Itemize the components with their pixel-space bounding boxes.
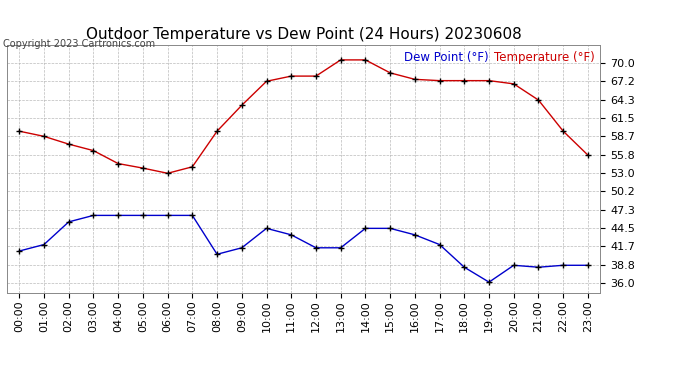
Legend: Dew Point (°F), Temperature (°F): Dew Point (°F), Temperature (°F) (404, 51, 594, 64)
Text: Copyright 2023 Cartronics.com: Copyright 2023 Cartronics.com (3, 39, 155, 50)
Title: Outdoor Temperature vs Dew Point (24 Hours) 20230608: Outdoor Temperature vs Dew Point (24 Hou… (86, 27, 522, 42)
